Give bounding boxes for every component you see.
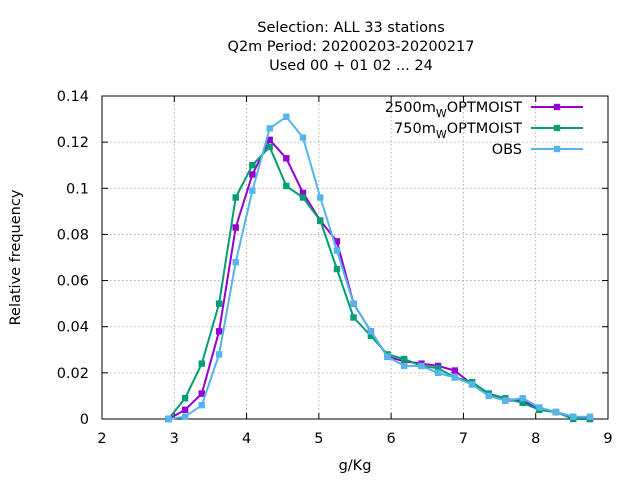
- chart-title: Selection: ALL 33 stations Q2m Period: 20…: [228, 20, 475, 74]
- data-point: [249, 162, 256, 169]
- y-tick-label: 0.06: [57, 274, 89, 290]
- series-0: [165, 136, 594, 423]
- legend-swatch-marker: [553, 124, 561, 132]
- data-point: [215, 351, 223, 358]
- data-point: [333, 247, 341, 254]
- data-point: [266, 143, 273, 150]
- grid: [102, 96, 608, 419]
- data-point: [181, 413, 189, 420]
- data-point: [384, 353, 391, 360]
- y-tick-label: 0: [80, 412, 89, 428]
- data-point: [333, 238, 341, 245]
- data-point: [519, 399, 526, 407]
- data-point: [502, 397, 509, 404]
- legend-name-rest: OPTMOIST: [447, 121, 522, 137]
- y-tick-label: 0.12: [57, 135, 89, 151]
- data-point: [317, 194, 324, 201]
- legend-subscript: W: [436, 107, 447, 120]
- data-point: [317, 217, 324, 224]
- data-point: [552, 408, 560, 416]
- legend-swatch-marker: [553, 103, 561, 111]
- x-tick-label: 5: [314, 431, 323, 447]
- data-point: [451, 367, 458, 374]
- data-point: [299, 189, 307, 197]
- data-point: [400, 362, 408, 370]
- data-point: [215, 300, 223, 307]
- legend-label: 2500mWOPTMOIST: [385, 100, 522, 120]
- y-tick-label: 0.14: [57, 89, 89, 105]
- legend-subscript: W: [436, 128, 447, 141]
- x-axis-label: g/Kg: [339, 458, 372, 474]
- y-tick-label: 0.1: [66, 181, 89, 197]
- data-point: [215, 328, 223, 335]
- title-line: Used 00 + 01 02 ... 24: [269, 58, 433, 74]
- data-point: [299, 194, 307, 201]
- y-tick-label: 0.04: [57, 320, 89, 336]
- data-point: [249, 171, 256, 178]
- axes: [101, 95, 609, 420]
- data-point: [570, 413, 577, 420]
- data-point: [266, 125, 273, 132]
- data-point: [181, 395, 189, 402]
- y-axis-ticks: 0 0.02 0.04 0.06 0.08 0.1 0.12 0.14: [57, 89, 608, 428]
- legend-name-rest: OPTMOIST: [447, 100, 522, 116]
- data-point: [434, 369, 442, 377]
- x-tick-label: 7: [459, 431, 468, 447]
- data-point: [536, 404, 543, 411]
- x-axis-ticks: 2 3 4 5 6 7 8 9: [97, 96, 613, 447]
- data-point: [232, 224, 239, 231]
- data-point: [283, 182, 290, 190]
- x-tick-label: 2: [97, 431, 106, 447]
- data-point: [266, 136, 273, 144]
- data-point: [434, 365, 442, 372]
- data-point: [367, 332, 375, 340]
- data-point: [283, 113, 290, 120]
- data-point: [586, 413, 594, 420]
- x-tick-label: 8: [531, 431, 540, 447]
- data-point: [249, 187, 256, 194]
- data-point: [198, 360, 205, 367]
- series-group: [165, 113, 594, 423]
- data-point: [198, 390, 205, 397]
- x-tick-label: 6: [387, 431, 396, 447]
- data-point: [350, 300, 357, 307]
- x-tick-label: 4: [242, 431, 251, 447]
- data-point: [232, 258, 239, 266]
- legend-swatch-marker: [553, 145, 561, 153]
- data-point: [299, 134, 307, 141]
- data-point: [333, 265, 341, 273]
- data-point: [418, 362, 425, 370]
- data-point: [367, 328, 375, 335]
- data-point: [232, 194, 239, 201]
- legend-label: OBS: [492, 142, 522, 158]
- y-axis-label: Relative frequency: [8, 189, 24, 325]
- y-tick-label: 0.08: [57, 227, 89, 243]
- legend-name: 2500m: [385, 100, 436, 116]
- data-point: [283, 155, 290, 162]
- data-point: [165, 415, 172, 423]
- data-point: [468, 381, 476, 388]
- legend-label: 750mWOPTMOIST: [394, 121, 522, 141]
- x-tick-label: 9: [603, 431, 612, 447]
- data-point: [181, 406, 189, 413]
- data-point: [519, 395, 526, 402]
- series-line: [168, 115, 590, 420]
- data-point: [451, 374, 458, 381]
- plot-frame: [101, 95, 609, 420]
- data-point: [400, 355, 408, 363]
- data-point: [350, 314, 357, 321]
- series-1: [165, 143, 594, 423]
- y-tick-label: 0.02: [57, 366, 89, 382]
- legend-name: OBS: [492, 142, 522, 158]
- x-tick-label: 3: [170, 431, 179, 447]
- title-line: Selection: ALL 33 stations: [257, 20, 445, 36]
- data-point: [485, 392, 492, 400]
- title-line: Q2m Period: 20200203-20200217: [228, 39, 475, 55]
- series-2: [165, 113, 594, 423]
- legend-name: 750m: [394, 121, 436, 137]
- data-point: [198, 401, 205, 409]
